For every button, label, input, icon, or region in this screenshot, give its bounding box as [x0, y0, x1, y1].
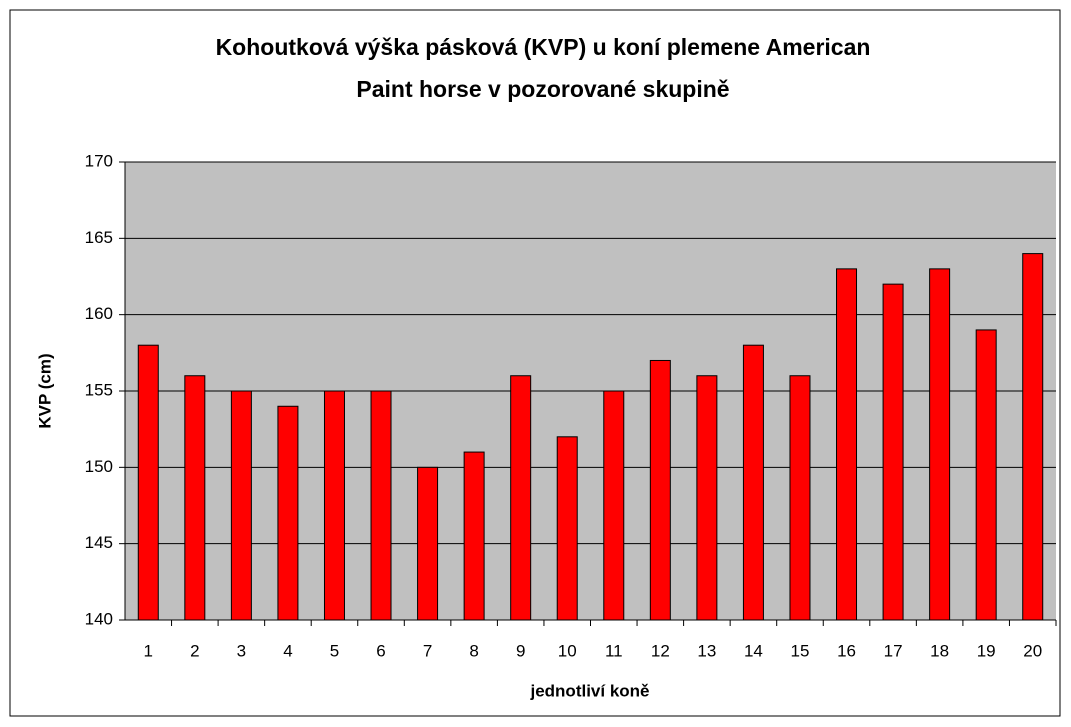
bar: [137, 344, 159, 621]
x-tick-label: 15: [791, 641, 810, 660]
bar: [929, 268, 951, 621]
bar: [184, 375, 206, 621]
y-tick-label: 165: [85, 228, 113, 247]
x-tick-label: 8: [469, 641, 478, 660]
bar: [742, 344, 764, 621]
y-tick-label: 140: [85, 609, 113, 628]
y-tick-label: 170: [85, 151, 113, 170]
bar: [230, 390, 252, 621]
x-tick-label: 18: [930, 641, 949, 660]
y-tick-label: 155: [85, 380, 113, 399]
chart-title: Kohoutková výška pásková (KVP) u koní pl…: [216, 34, 871, 60]
y-axis-title: KVP (cm): [35, 353, 54, 428]
x-tick-label: 16: [837, 641, 856, 660]
x-tick-label: 11: [605, 641, 623, 660]
x-tick-label: 9: [516, 641, 525, 660]
bar: [1022, 253, 1044, 621]
x-tick-label: 7: [423, 641, 432, 660]
x-tick-label: 5: [330, 641, 339, 660]
bar: [463, 451, 485, 621]
x-tick-label: 4: [283, 641, 292, 660]
bar: [510, 375, 532, 621]
bar: [556, 436, 578, 621]
y-tick-label: 160: [85, 304, 113, 323]
y-tick-label: 150: [85, 457, 113, 476]
chart-title: Paint horse v pozorované skupině: [356, 76, 729, 102]
x-tick-label: 14: [744, 641, 763, 660]
bar: [836, 268, 858, 621]
bar: [649, 359, 671, 621]
x-tick-label: 17: [884, 641, 903, 660]
bar: [696, 375, 718, 621]
x-tick-label: 12: [651, 641, 670, 660]
bar: [370, 390, 392, 621]
bar: [277, 405, 299, 621]
x-tick-label: 2: [190, 641, 199, 660]
x-tick-label: 3: [237, 641, 246, 660]
x-tick-label: 10: [558, 641, 577, 660]
x-tick-label: 19: [977, 641, 996, 660]
x-tick-label: 6: [376, 641, 385, 660]
x-tick-label: 13: [697, 641, 716, 660]
bar: [975, 329, 997, 621]
x-axis-title: jednotliví koně: [529, 681, 649, 700]
bar: [603, 390, 625, 621]
x-tick-label: 20: [1023, 641, 1042, 660]
y-tick-label: 145: [85, 533, 113, 552]
bar: [789, 375, 811, 621]
bar: [323, 390, 345, 621]
bar: [417, 466, 439, 621]
bar: [882, 283, 904, 621]
x-tick-label: 1: [144, 641, 153, 660]
